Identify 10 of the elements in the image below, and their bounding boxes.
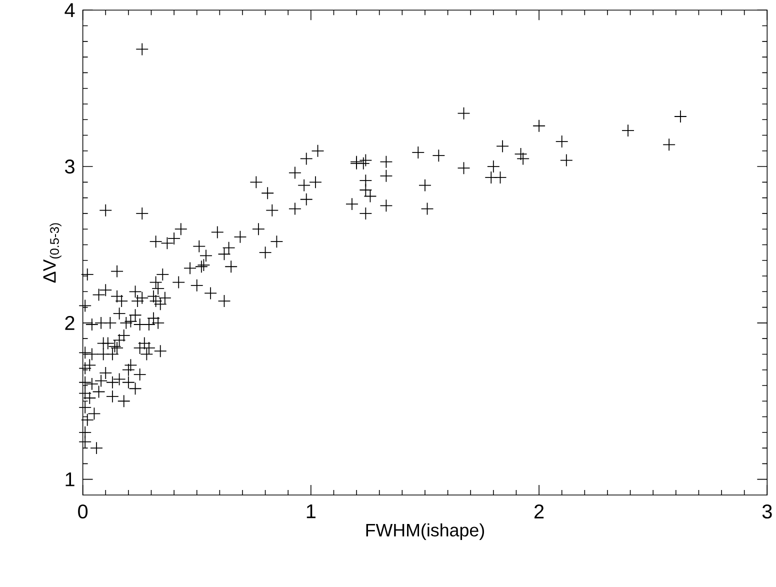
y-tick-label: 2: [65, 316, 74, 330]
x-tick-label: 0: [78, 504, 88, 519]
x-tick-label: 2: [534, 504, 544, 518]
y-tick-label: 1: [66, 472, 74, 486]
x-tick-label: 3: [762, 504, 772, 519]
x-axis-title: FWHM(ishape): [366, 523, 484, 540]
x-tick-label: 1: [306, 504, 316, 518]
y-tick-label: 3: [65, 160, 74, 174]
y-axis-title: ΔV$_{(0.5-3)}$: [43, 223, 62, 283]
y-tick-label: 4: [64, 3, 75, 18]
